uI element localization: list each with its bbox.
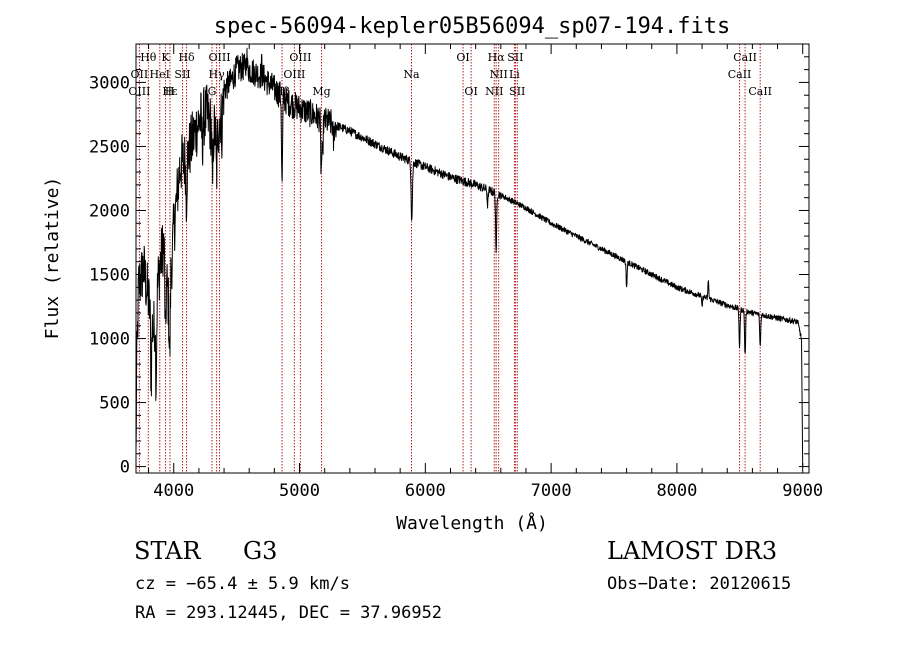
line-marker-label: OI xyxy=(464,85,477,98)
line-marker-label: OIII xyxy=(208,51,230,64)
line-marker-label: Li xyxy=(509,68,520,81)
line-marker-label: H xyxy=(165,85,175,98)
line-marker-label: NII xyxy=(490,68,508,81)
redshift-text: cz = −65.4 ± 5.9 km/s xyxy=(135,574,350,594)
y-tick-label: 1000 xyxy=(89,330,130,350)
line-marker-label: HeI xyxy=(150,68,170,81)
plot-frame xyxy=(135,43,810,474)
line-marker-label: SII xyxy=(509,85,525,98)
obs-date-text: Obs−Date: 20120615 xyxy=(607,574,792,594)
x-tick-label: 7000 xyxy=(531,481,572,501)
y-tick-label: 1500 xyxy=(89,266,130,286)
x-tick-label: 9000 xyxy=(782,481,823,501)
line-marker-label: OIII xyxy=(289,51,311,64)
line-marker-label: NII xyxy=(485,85,503,98)
y-tick-label: 3000 xyxy=(89,73,130,93)
y-tick-label: 2000 xyxy=(89,201,130,221)
line-marker-label: CaII xyxy=(748,85,772,98)
line-marker-label: Hδ xyxy=(178,51,195,64)
line-marker-label: K xyxy=(161,51,170,64)
y-tick-label: 0 xyxy=(120,458,130,478)
x-tick-label: 6000 xyxy=(405,481,446,501)
x-tick-label: 5000 xyxy=(279,481,320,501)
survey-name: LAMOST DR3 xyxy=(607,537,778,565)
line-marker-label: OIII xyxy=(128,85,150,98)
line-marker-label: SII xyxy=(507,51,523,64)
y-tick-label: 2500 xyxy=(89,137,130,157)
spectrum-line xyxy=(135,47,804,467)
line-marker-label: Na xyxy=(403,68,420,81)
line-marker-label: CaII xyxy=(733,51,757,64)
y-axis: 0 500 1000 1500 2000 2500 3000 xyxy=(89,56,809,478)
line-marker-label: OIII xyxy=(283,68,305,81)
object-subclass: G3 xyxy=(243,537,278,565)
line-marker-label: Hα xyxy=(488,51,506,64)
x-tick-label: 4000 xyxy=(153,481,194,501)
line-markers xyxy=(138,44,761,473)
line-marker-label: Mg xyxy=(312,85,330,98)
line-marker-label: CaII xyxy=(728,68,752,81)
line-marker-label: Hε xyxy=(162,85,178,98)
line-marker-label: OII xyxy=(131,68,149,81)
object-class: STAR xyxy=(134,537,201,565)
y-tick-label: 500 xyxy=(99,394,130,414)
coordinates-text: RA = 293.12445, DEC = 37.96952 xyxy=(135,603,443,623)
chart-title: spec-56094-kepler05B56094_sp07-194.fits xyxy=(214,14,731,39)
x-axis-label: Wavelength (Å) xyxy=(396,512,548,534)
line-marker-label: Hθ xyxy=(140,51,157,64)
line-marker-label: Hγ xyxy=(209,68,226,81)
line-marker-label: G xyxy=(208,85,217,98)
line-marker-label: OI xyxy=(456,51,469,64)
y-axis-label: Flux (relative) xyxy=(42,177,63,340)
x-tick-label: 8000 xyxy=(656,481,697,501)
line-marker-label: SII xyxy=(174,68,190,81)
x-axis: 4000 5000 6000 7000 8000 9000 xyxy=(148,44,823,501)
